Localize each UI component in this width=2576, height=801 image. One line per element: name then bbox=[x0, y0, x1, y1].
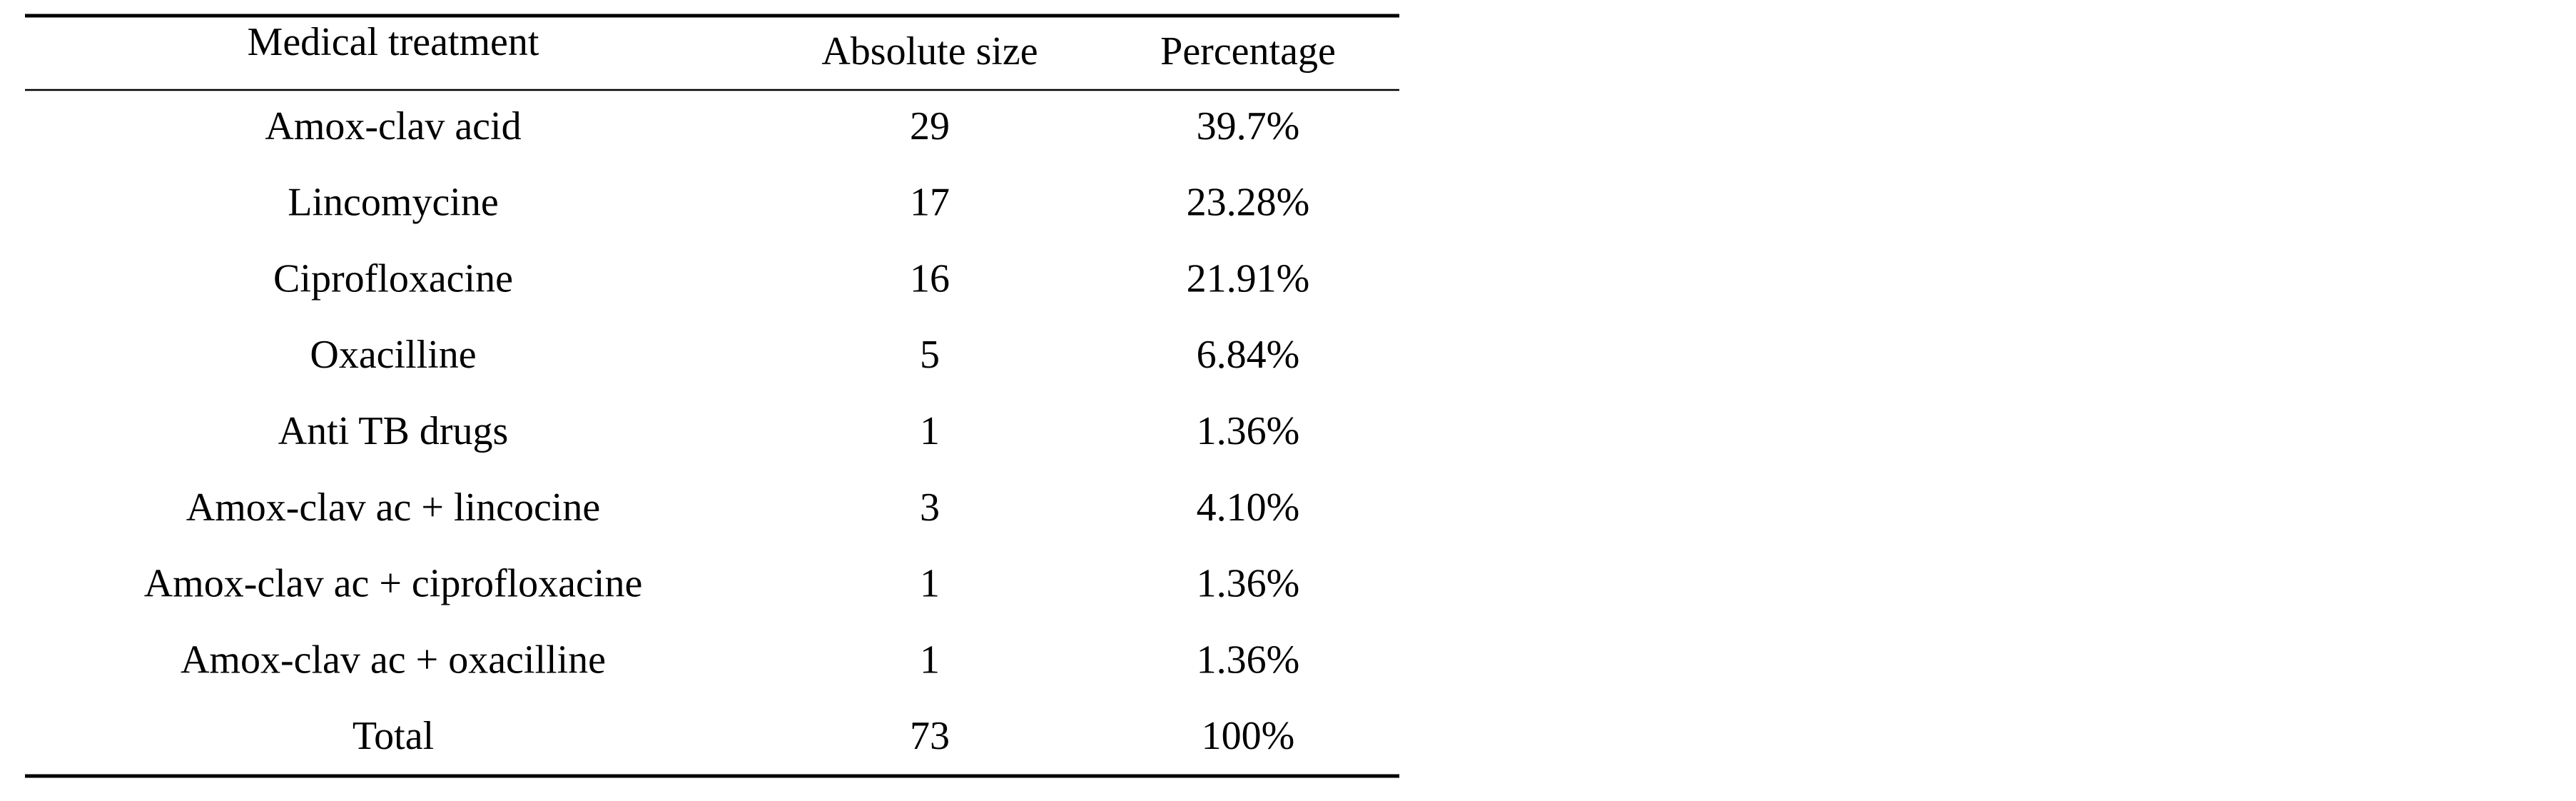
table-cell: 1.36% bbox=[1197, 562, 1300, 606]
table-cell: 1 bbox=[920, 638, 940, 682]
table-cell: 17 bbox=[910, 181, 950, 225]
table-cell: Ciprofloxacine bbox=[273, 256, 513, 301]
table-cell: Total bbox=[353, 714, 434, 758]
table-cell: 5 bbox=[920, 333, 940, 377]
table-cell: 100% bbox=[1202, 714, 1295, 758]
table-cell: 1.36% bbox=[1197, 409, 1300, 453]
table-cell: Amox-clav ac + lincocine bbox=[186, 485, 600, 530]
table-cell: 39.7% bbox=[1197, 104, 1300, 148]
table-cell: 3 bbox=[920, 485, 940, 530]
table-cell: Lincomycine bbox=[288, 181, 498, 225]
table-cell: 4.10% bbox=[1197, 485, 1300, 530]
table-cell: Oxacilline bbox=[310, 333, 476, 377]
table-cell: 6.84% bbox=[1197, 333, 1300, 377]
table-cell: 21.91% bbox=[1187, 256, 1310, 301]
table-cell: Amox-clav ac + oxacilline bbox=[181, 638, 606, 682]
table-cell: 23.28% bbox=[1187, 181, 1310, 225]
table-cell: 16 bbox=[910, 256, 950, 301]
table-cell: 1.36% bbox=[1197, 638, 1300, 682]
table-cell: Amox-clav ac + ciprofloxacine bbox=[144, 562, 643, 606]
column-header: Absolute size bbox=[821, 29, 1038, 74]
table-cell: 29 bbox=[910, 104, 950, 148]
table-cell: 1 bbox=[920, 562, 940, 606]
column-header: Medical treatment bbox=[248, 20, 539, 64]
table-cell: 73 bbox=[910, 714, 950, 758]
table-cell: Anti TB drugs bbox=[278, 409, 509, 453]
column-header: Percentage bbox=[1160, 29, 1336, 74]
table-cell: 1 bbox=[920, 409, 940, 453]
table-cell: Amox-clav acid bbox=[265, 104, 521, 148]
